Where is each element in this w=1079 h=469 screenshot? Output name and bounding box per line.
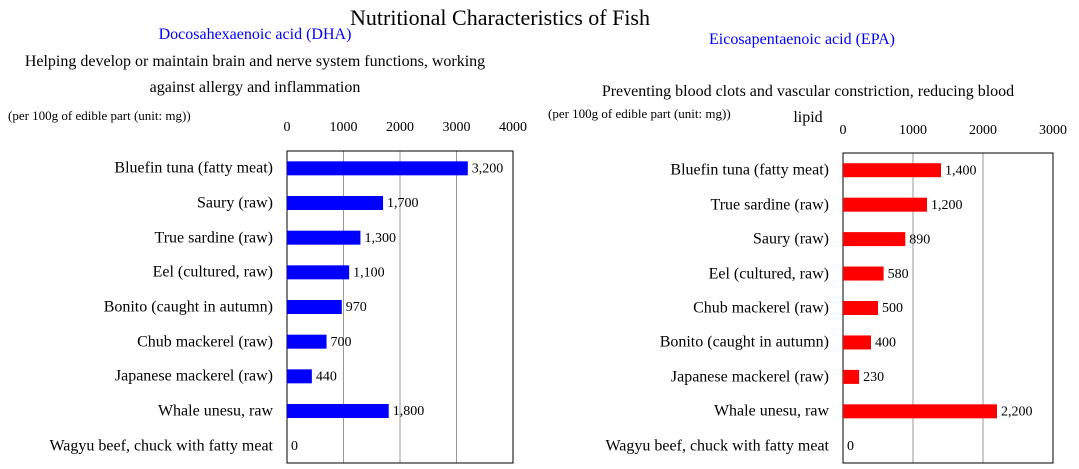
value-label: 230 [863, 370, 884, 385]
x-tick-label: 4000 [499, 120, 527, 135]
category-label: Bluefin tuna (fatty meat) [114, 159, 273, 177]
bar [843, 369, 860, 384]
x-tick-label: 0 [840, 123, 847, 138]
value-label: 3,200 [472, 162, 504, 177]
category-label: Eel (cultured, raw) [152, 263, 273, 281]
value-label: 0 [291, 439, 298, 454]
value-label: 700 [331, 335, 352, 350]
bar [287, 196, 384, 210]
chart-title: Docosahexaenoic acid (DHA) [158, 26, 352, 43]
bar [287, 161, 468, 176]
category-label: Chub mackerel (raw) [137, 333, 273, 351]
x-tick-label: 3000 [443, 120, 471, 135]
category-label: Eel (cultured, raw) [708, 265, 829, 283]
bar [287, 230, 361, 245]
main-title: Nutritional Characteristics of Fish [350, 5, 650, 30]
bar [843, 232, 906, 247]
category-label: Wagyu beef, chuck with fatty meat [49, 437, 273, 455]
value-label: 2,200 [1001, 405, 1033, 420]
chart-title: Eicosapentaenoic acid (EPA) [708, 31, 896, 48]
value-label: 1,700 [387, 196, 419, 211]
category-label: Wagyu beef, chuck with fatty meat [605, 437, 829, 455]
bar [843, 335, 871, 350]
category-label: True sardine (raw) [710, 196, 829, 214]
category-label: Japanese mackerel (raw) [114, 367, 273, 385]
value-label: 0 [847, 439, 854, 454]
x-tick-label: 2000 [969, 123, 997, 138]
unit-note: (per 100g of edible part (unit: mg)) [8, 108, 191, 123]
category-label: Saury (raw) [753, 230, 829, 248]
x-tick-label: 3000 [1039, 123, 1067, 138]
bar [843, 404, 997, 419]
value-label: 1,800 [393, 404, 425, 419]
category-label: Chub mackerel (raw) [693, 299, 829, 317]
value-label: 400 [875, 336, 896, 351]
category-label: Bonito (caught in autumn) [659, 333, 829, 351]
bar [843, 266, 884, 281]
bar [287, 369, 312, 384]
value-label: 500 [882, 301, 903, 316]
category-label: Whale unesu, raw [157, 402, 273, 420]
category-label: Bonito (caught in autumn) [103, 298, 273, 316]
bar [843, 301, 878, 315]
category-label: Saury (raw) [197, 194, 273, 212]
x-tick-label: 2000 [386, 120, 414, 135]
value-label: 1,300 [364, 231, 396, 246]
unit-note: (per 100g of edible part (unit: mg)) [548, 106, 731, 121]
x-tick-label: 1000 [330, 120, 358, 135]
value-label: 970 [346, 300, 367, 315]
bar [843, 197, 927, 212]
x-tick-label: 0 [284, 120, 291, 135]
bar [287, 404, 389, 418]
value-label: 890 [909, 232, 930, 247]
bar [287, 300, 342, 314]
value-label: 580 [888, 267, 909, 282]
category-label: Japanese mackerel (raw) [670, 368, 829, 386]
bar [287, 265, 350, 280]
bar [287, 334, 327, 349]
category-label: Bluefin tuna (fatty meat) [670, 161, 829, 179]
chart-subtitle: Preventing blood clots and vascular cons… [601, 83, 1015, 126]
value-label: 440 [316, 370, 337, 385]
value-label: 1,400 [945, 163, 977, 178]
chart-subtitle: Helping develop or maintain brain and ne… [24, 53, 486, 96]
category-label: Whale unesu, raw [713, 402, 829, 420]
value-label: 1,100 [353, 266, 385, 281]
x-tick-label: 1000 [899, 123, 927, 138]
bar [843, 163, 941, 178]
value-label: 1,200 [931, 198, 963, 213]
category-label: True sardine (raw) [154, 229, 273, 247]
